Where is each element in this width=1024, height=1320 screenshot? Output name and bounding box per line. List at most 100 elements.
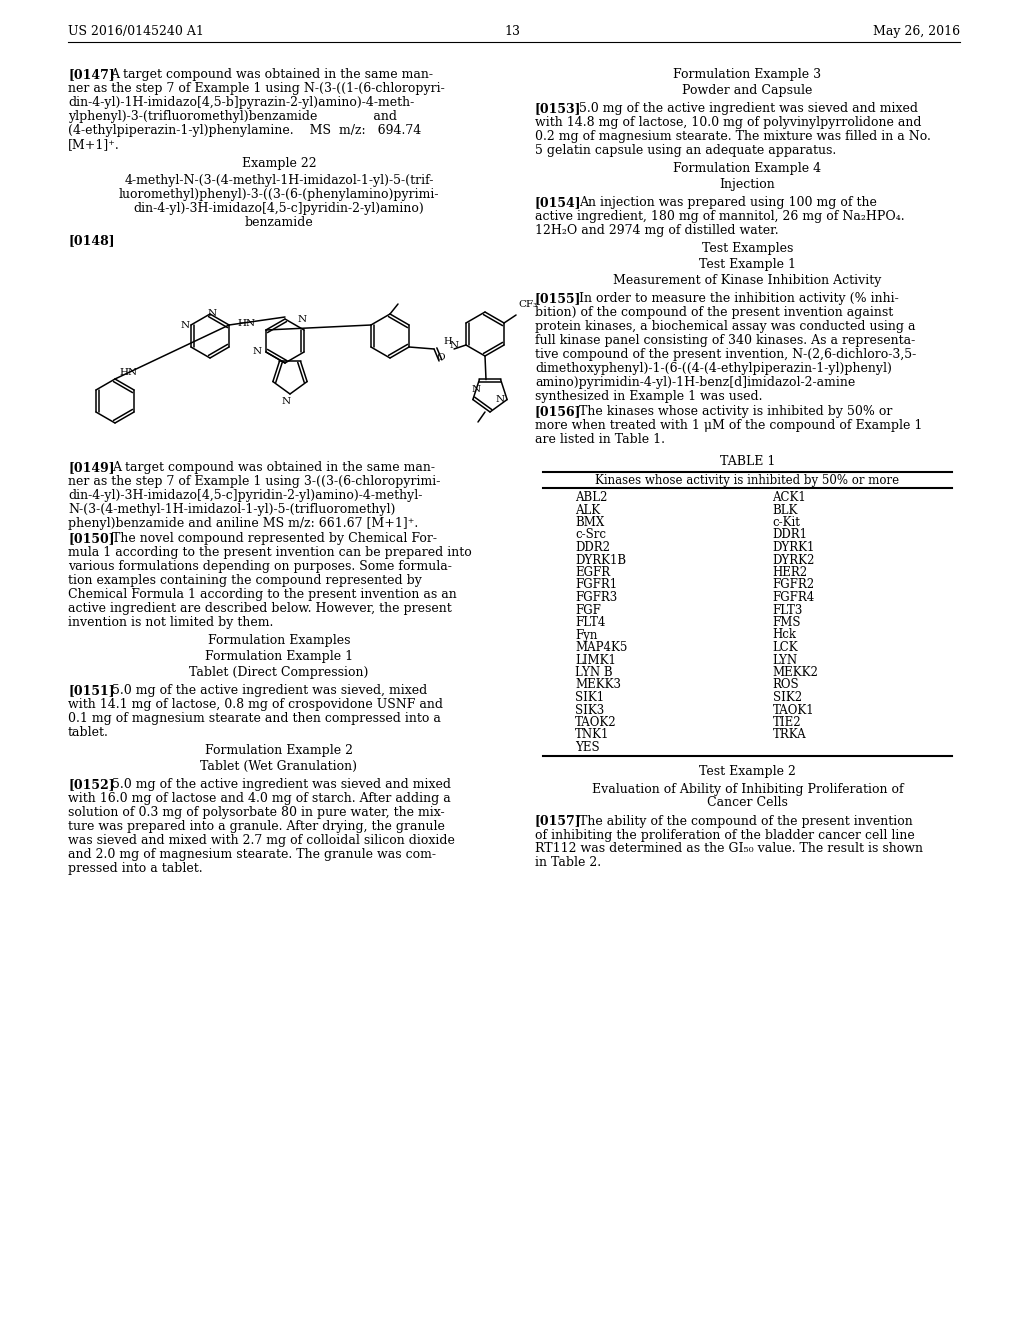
Text: HER2: HER2: [772, 566, 808, 579]
Text: DYRK1: DYRK1: [772, 541, 815, 554]
Text: [0148]: [0148]: [68, 234, 115, 247]
Text: [0151]: [0151]: [68, 684, 115, 697]
Text: FLT4: FLT4: [575, 616, 605, 630]
Text: [0150]: [0150]: [68, 532, 115, 545]
Text: benzamide: benzamide: [245, 216, 313, 228]
Text: invention is not limited by them.: invention is not limited by them.: [68, 616, 273, 630]
Text: [0154]: [0154]: [535, 195, 582, 209]
Text: FGFR4: FGFR4: [772, 591, 815, 605]
Text: [0152]: [0152]: [68, 777, 115, 791]
Text: more when treated with 1 μM of the compound of Example 1: more when treated with 1 μM of the compo…: [535, 418, 923, 432]
Text: [0149]: [0149]: [68, 461, 115, 474]
Text: Formulation Example 1: Formulation Example 1: [205, 649, 353, 663]
Text: Tablet (Direct Compression): Tablet (Direct Compression): [189, 667, 369, 678]
Text: TNK1: TNK1: [575, 729, 609, 742]
Text: O: O: [436, 352, 444, 362]
Text: 5.0 mg of the active ingredient was sieved and mixed: 5.0 mg of the active ingredient was siev…: [112, 777, 451, 791]
Text: tablet.: tablet.: [68, 726, 109, 739]
Text: protein kinases, a biochemical assay was conducted using a: protein kinases, a biochemical assay was…: [535, 319, 915, 333]
Text: tive compound of the present invention, N-(2,6-dichloro-3,5-: tive compound of the present invention, …: [535, 348, 916, 360]
Text: 4-methyl-N-(3-(4-methyl-1H-imidazol-1-yl)-5-(trif-: 4-methyl-N-(3-(4-methyl-1H-imidazol-1-yl…: [124, 174, 434, 187]
Text: LYN: LYN: [772, 653, 798, 667]
Text: din-4-yl)-1H-imidazo[4,5-b]pyrazin-2-yl)amino)-4-meth-: din-4-yl)-1H-imidazo[4,5-b]pyrazin-2-yl)…: [68, 96, 415, 110]
Text: DYRK2: DYRK2: [772, 553, 815, 566]
Text: phenyl)benzamide and aniline MS m/z: 661.67 [M+1]⁺.: phenyl)benzamide and aniline MS m/z: 661…: [68, 517, 418, 531]
Text: TAOK1: TAOK1: [772, 704, 814, 717]
Text: [0155]: [0155]: [535, 292, 582, 305]
Text: ACK1: ACK1: [772, 491, 806, 504]
Text: Test Example 1: Test Example 1: [699, 257, 796, 271]
Text: LCK: LCK: [772, 642, 798, 653]
Text: BMX: BMX: [575, 516, 604, 529]
Text: FGFR3: FGFR3: [575, 591, 617, 605]
Text: RT112 was determined as the GI₅₀ value. The result is shown: RT112 was determined as the GI₅₀ value. …: [535, 842, 923, 855]
Text: solution of 0.3 mg of polysorbate 80 in pure water, the mix-: solution of 0.3 mg of polysorbate 80 in …: [68, 807, 444, 818]
Text: active ingredient are described below. However, the present: active ingredient are described below. H…: [68, 602, 452, 615]
Text: A target compound was obtained in the same man-: A target compound was obtained in the sa…: [110, 69, 433, 81]
Text: in Table 2.: in Table 2.: [535, 857, 601, 870]
Text: amino)pyrimidin-4-yl)-1H-benz[d]imidazol-2-amine: amino)pyrimidin-4-yl)-1H-benz[d]imidazol…: [535, 376, 855, 389]
Text: N: N: [208, 309, 216, 318]
Text: SIK1: SIK1: [575, 690, 604, 704]
Text: May 26, 2016: May 26, 2016: [872, 25, 961, 38]
Text: ROS: ROS: [772, 678, 799, 692]
Text: [0153]: [0153]: [535, 102, 582, 115]
Text: TAOK2: TAOK2: [575, 715, 616, 729]
Text: and 2.0 mg of magnesium stearate. The granule was com-: and 2.0 mg of magnesium stearate. The gr…: [68, 847, 436, 861]
Text: Test Example 2: Test Example 2: [699, 766, 796, 779]
Text: Hck: Hck: [772, 628, 797, 642]
Text: Evaluation of Ability of Inhibiting Proliferation of: Evaluation of Ability of Inhibiting Prol…: [592, 783, 903, 796]
Text: N-(3-(4-methyl-1H-imidazol-1-yl)-5-(trifluoromethyl): N-(3-(4-methyl-1H-imidazol-1-yl)-5-(trif…: [68, 503, 395, 516]
Text: ner as the step 7 of Example 1 using 3-((3-(6-chloropyrimi-: ner as the step 7 of Example 1 using 3-(…: [68, 475, 440, 488]
Text: In order to measure the inhibition activity (% inhi-: In order to measure the inhibition activ…: [579, 292, 899, 305]
Text: 5.0 mg of the active ingredient was sieved and mixed: 5.0 mg of the active ingredient was siev…: [579, 102, 918, 115]
Text: LYN B: LYN B: [575, 667, 612, 678]
Text: ner as the step 7 of Example 1 using N-(3-((1-(6-chloropyri-: ner as the step 7 of Example 1 using N-(…: [68, 82, 444, 95]
Text: N: N: [471, 384, 480, 393]
Text: SIK2: SIK2: [772, 690, 802, 704]
Text: ABL2: ABL2: [575, 491, 607, 504]
Text: YES: YES: [575, 741, 600, 754]
Text: tion examples containing the compound represented by: tion examples containing the compound re…: [68, 574, 422, 587]
Text: are listed in Table 1.: are listed in Table 1.: [535, 433, 665, 446]
Text: 13: 13: [504, 25, 520, 38]
Text: c-Kit: c-Kit: [772, 516, 801, 529]
Text: dimethoxyphenyl)-1-(6-((4-(4-ethylpiperazin-1-yl)phenyl): dimethoxyphenyl)-1-(6-((4-(4-ethylpipera…: [535, 362, 892, 375]
Text: The novel compound represented by Chemical For-: The novel compound represented by Chemic…: [112, 532, 437, 545]
Text: FMS: FMS: [772, 616, 801, 630]
Text: various formulations depending on purposes. Some formula-: various formulations depending on purpos…: [68, 560, 452, 573]
Text: [0157]: [0157]: [535, 814, 582, 828]
Text: [M+1]⁺.: [M+1]⁺.: [68, 139, 120, 150]
Text: Chemical Formula 1 according to the present invention as an: Chemical Formula 1 according to the pres…: [68, 587, 457, 601]
Text: FGFR2: FGFR2: [772, 578, 815, 591]
Text: pressed into a tablet.: pressed into a tablet.: [68, 862, 203, 875]
Text: LIMK1: LIMK1: [575, 653, 615, 667]
Text: HN: HN: [119, 368, 137, 378]
Text: Formulation Example 2: Formulation Example 2: [205, 744, 353, 756]
Text: HN: HN: [238, 319, 256, 327]
Text: H: H: [443, 337, 453, 346]
Text: N: N: [298, 315, 307, 325]
Text: TRKA: TRKA: [772, 729, 806, 742]
Text: was sieved and mixed with 2.7 mg of colloidal silicon dioxide: was sieved and mixed with 2.7 mg of coll…: [68, 834, 455, 847]
Text: FGFR1: FGFR1: [575, 578, 617, 591]
Text: Example 22: Example 22: [242, 157, 316, 170]
Text: 5 gelatin capsule using an adequate apparatus.: 5 gelatin capsule using an adequate appa…: [535, 144, 837, 157]
Text: SIK3: SIK3: [575, 704, 604, 717]
Text: N: N: [253, 347, 262, 356]
Text: N: N: [282, 397, 291, 407]
Text: ture was prepared into a granule. After drying, the granule: ture was prepared into a granule. After …: [68, 820, 444, 833]
Text: N: N: [450, 342, 459, 351]
Text: Tablet (Wet Granulation): Tablet (Wet Granulation): [201, 760, 357, 774]
Text: DDR1: DDR1: [772, 528, 808, 541]
Text: An injection was prepared using 100 mg of the: An injection was prepared using 100 mg o…: [579, 195, 877, 209]
Text: Powder and Capsule: Powder and Capsule: [682, 84, 813, 96]
Text: with 14.1 mg of lactose, 0.8 mg of crospovidone USNF and: with 14.1 mg of lactose, 0.8 mg of crosp…: [68, 698, 443, 711]
Text: TABLE 1: TABLE 1: [720, 455, 775, 469]
Text: of inhibiting the proliferation of the bladder cancer cell line: of inhibiting the proliferation of the b…: [535, 829, 914, 842]
Text: DYRK1B: DYRK1B: [575, 553, 626, 566]
Text: ALK: ALK: [575, 503, 600, 516]
Text: TIE2: TIE2: [772, 715, 801, 729]
Text: Formulation Examples: Formulation Examples: [208, 634, 350, 647]
Text: 12H₂O and 2974 mg of distilled water.: 12H₂O and 2974 mg of distilled water.: [535, 224, 778, 238]
